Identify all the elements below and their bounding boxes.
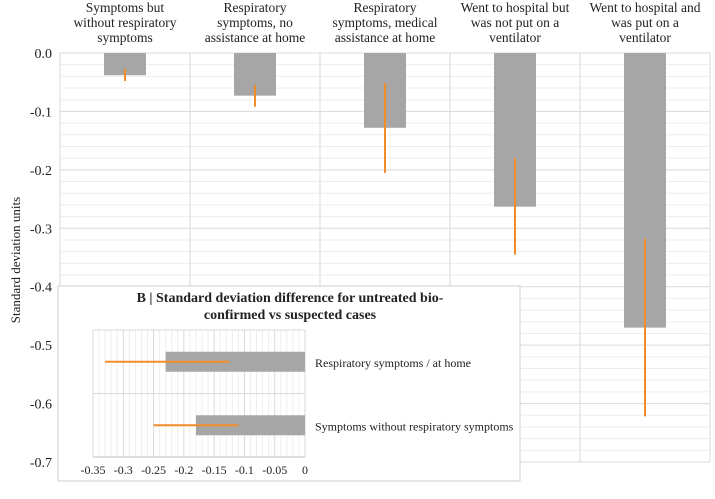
category-label: Respiratory symptoms, medical assistance a… bbox=[333, 0, 438, 45]
inset-category-label: Respiratory symptoms / at home bbox=[315, 356, 471, 370]
category-label: Respiratory symptoms, no assistance at hom… bbox=[205, 0, 305, 45]
inset-bar bbox=[165, 351, 305, 372]
main-bars bbox=[104, 53, 666, 328]
inset-chart: B | Standard deviation difference for un… bbox=[57, 285, 521, 482]
inset-x-tick-label: 0 bbox=[302, 463, 308, 477]
y-tick-label: -0.7 bbox=[30, 456, 52, 471]
inset-title: B | Standard deviation difference for un… bbox=[137, 291, 444, 323]
inset-bars bbox=[165, 351, 305, 436]
y-tick-label: 0.0 bbox=[35, 47, 53, 62]
inset-category-labels: Respiratory symptoms / at home Symptoms w… bbox=[315, 356, 514, 434]
category-label: Went to hospital but was not put on a vent… bbox=[461, 0, 570, 45]
inset-x-tick-label: -0.1 bbox=[235, 463, 254, 477]
main-y-tick-labels: 0.0 -0.1 -0.2 -0.3 -0.4 -0.5 -0.6 -0.7 bbox=[30, 47, 52, 471]
inset-x-tick-label: -0.3 bbox=[114, 463, 133, 477]
category-label: Went to hospital and was put on a ventilat… bbox=[589, 0, 700, 45]
main-error-bars bbox=[124, 68, 646, 417]
inset-title-text: B | Standard deviation difference for un… bbox=[137, 291, 444, 323]
inset-bar bbox=[195, 415, 305, 436]
main-y-axis-label: Standard deviation units bbox=[8, 197, 23, 323]
inset-x-tick-label: -0.25 bbox=[141, 463, 166, 477]
category-label: Symptoms but without respiratory symptoms bbox=[73, 0, 176, 45]
y-tick-label: -0.6 bbox=[30, 398, 52, 413]
bar bbox=[104, 53, 146, 76]
inset-error-bars bbox=[105, 360, 239, 427]
inset-category-label: Symptoms without respiratory symptoms bbox=[315, 419, 514, 433]
main-category-labels: Symptoms but without respiratory symptoms R… bbox=[73, 0, 700, 45]
y-tick-label: -0.5 bbox=[30, 339, 52, 354]
y-tick-label: -0.3 bbox=[30, 222, 52, 237]
y-tick-label: -0.4 bbox=[30, 281, 52, 296]
y-tick-label: -0.1 bbox=[30, 105, 52, 120]
inset-x-tick-label: -0.2 bbox=[174, 463, 193, 477]
inset-gridlines bbox=[92, 329, 306, 458]
y-tick-label: -0.2 bbox=[30, 164, 52, 179]
inset-x-tick-label: -0.35 bbox=[81, 463, 106, 477]
inset-x-tick-label: -0.05 bbox=[262, 463, 287, 477]
inset-x-tick-labels: -0.35 -0.3 -0.25 -0.2 -0.15 -0.1 -0.05 0 bbox=[81, 463, 309, 477]
inset-x-tick-label: -0.15 bbox=[202, 463, 227, 477]
